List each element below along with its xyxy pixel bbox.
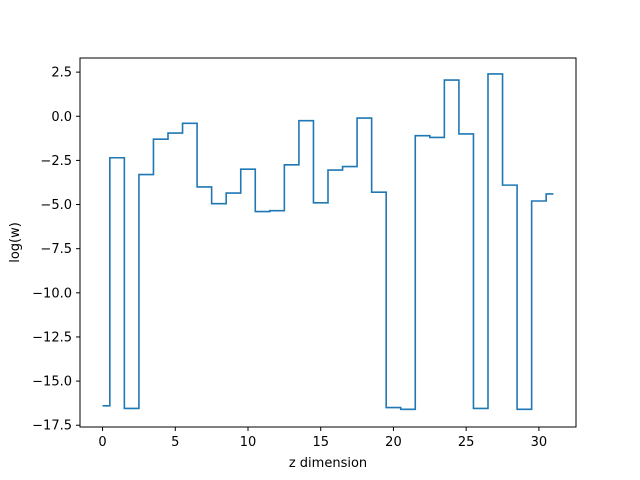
x-tick-label: 30 — [531, 435, 548, 450]
x-tick-label: 0 — [98, 435, 106, 450]
x-tick-label: 25 — [458, 435, 475, 450]
y-tick-label: −12.5 — [32, 330, 72, 345]
x-axis-label: z dimension — [289, 456, 367, 471]
series-line-0 — [102, 73, 554, 411]
x-tick-label: 20 — [385, 435, 402, 450]
y-tick-label: 0.0 — [51, 110, 72, 125]
plot-area — [102, 73, 554, 411]
y-axis: 2.5 0.0 −2.5 −5.0 −7.5 −10.0 −12.5 −15.0 −17.5 — [32, 66, 80, 434]
y-tick-label: −17.5 — [32, 419, 72, 434]
x-axis: 0 5 10 15 20 25 30 — [98, 427, 547, 450]
y-tick-label: −2.5 — [40, 154, 72, 169]
y-axis-label: log(w) — [8, 222, 23, 263]
y-tick-label: 2.5 — [51, 66, 72, 81]
y-tick-label: −7.5 — [40, 242, 72, 257]
x-tick-label: 5 — [171, 435, 179, 450]
y-tick-label: −15.0 — [32, 375, 72, 390]
plot-frame — [79, 57, 577, 428]
x-tick-label: 10 — [240, 435, 257, 450]
x-tick-label: 15 — [312, 435, 329, 450]
y-tick-label: −5.0 — [40, 198, 72, 213]
y-tick-label: −10.0 — [32, 286, 72, 301]
